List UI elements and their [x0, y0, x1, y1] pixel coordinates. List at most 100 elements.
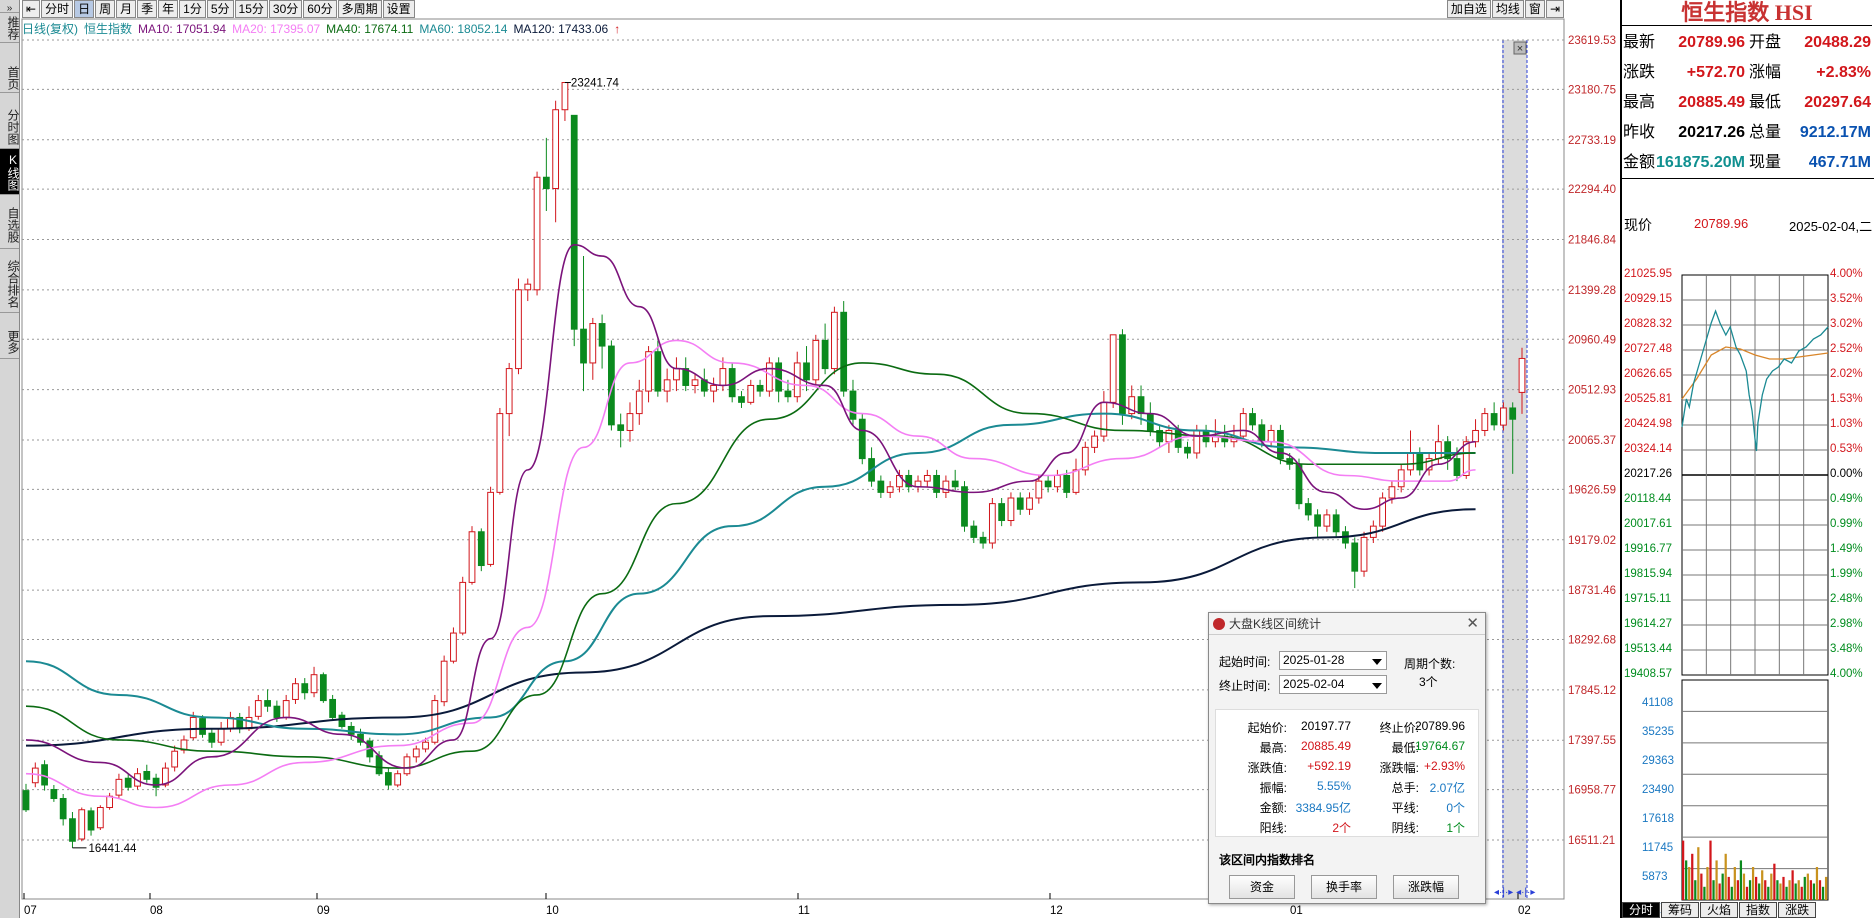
mini-volume-bar	[1682, 840, 1685, 900]
nav-kline[interactable]: K线图	[0, 149, 20, 195]
change-rank-button[interactable]: 涨跌幅	[1393, 875, 1459, 899]
collapse-panel-icon[interactable]: ⇥	[1545, 0, 1564, 18]
start-date-select[interactable]: 2025-01-28	[1279, 651, 1387, 670]
candle-body	[96, 806, 104, 829]
tab-timeshare-mini[interactable]: 分时	[1622, 902, 1661, 918]
mini-volume-bar	[1761, 870, 1764, 900]
selection-close-icon[interactable]: ×	[1513, 41, 1527, 55]
candle-body	[1509, 407, 1517, 420]
nav-timeshare[interactable]: 分时图	[0, 105, 20, 149]
candle-body	[412, 748, 420, 758]
candle-body	[533, 176, 541, 291]
mini-volume-bar	[1688, 867, 1691, 900]
nav-home[interactable]: 首页	[0, 63, 20, 93]
tab-5min[interactable]: 5分	[206, 0, 234, 18]
dialog-header[interactable]: 大盘K线区间统计 ✕	[1209, 613, 1485, 635]
expand-icon[interactable]: »	[0, 0, 19, 14]
stat-value: 2.07亿	[1429, 781, 1465, 795]
stat-label: 平线:	[1391, 801, 1419, 815]
tab-60min[interactable]: 60分	[303, 0, 337, 18]
candle-body	[1128, 396, 1136, 415]
candle-body	[728, 368, 736, 398]
candle-body	[886, 486, 894, 493]
nav-watchlist[interactable]: 自选股	[0, 201, 20, 249]
divider	[1622, 178, 1874, 179]
stat-value: 20197.77	[1300, 719, 1351, 733]
candle-body	[747, 384, 755, 403]
range-stats-dialog: 大盘K线区间统计 ✕ 起始时间: 2025-01-28 终止时间: 2025-02…	[1208, 612, 1486, 904]
end-date-select[interactable]: 2025-02-04	[1279, 675, 1387, 694]
candle-body	[1351, 542, 1359, 572]
mini-volume-label: 41108	[1642, 696, 1674, 709]
tab-updown[interactable]: 涨跌	[1778, 902, 1817, 918]
turnover-rank-button[interactable]: 换手率	[1311, 875, 1377, 899]
candle-body	[803, 362, 810, 381]
x-axis-label: 10	[546, 905, 559, 917]
nav-ranking[interactable]: 综合排名	[0, 255, 20, 313]
quote-label: 金额	[1623, 154, 1656, 171]
tab-chips[interactable]: 筹码	[1661, 902, 1700, 918]
candle-body	[1100, 401, 1108, 437]
candle-body	[542, 176, 550, 190]
candle-body	[477, 531, 485, 567]
fund-rank-button[interactable]: 资金	[1229, 875, 1295, 899]
ma-button[interactable]: 均线	[1491, 0, 1524, 18]
tab-index[interactable]: 指数	[1739, 902, 1778, 918]
mini-left-label: 20324.14	[1624, 443, 1672, 455]
nav-recommend[interactable]: 推荐	[0, 13, 20, 43]
candle-body	[570, 114, 578, 330]
candle-body	[738, 396, 745, 403]
candle-body	[1016, 497, 1024, 510]
quote-value: 20217.26	[1678, 124, 1745, 141]
candle-body	[487, 491, 494, 565]
tab-multi-period[interactable]: 多周期	[337, 0, 382, 18]
candle-body	[1267, 429, 1275, 443]
quote-row: 最高 20885.49 最低 20297.64	[1623, 88, 1873, 118]
close-icon[interactable]: ✕	[1466, 615, 1479, 632]
tab-weekly[interactable]: 周	[95, 0, 116, 18]
mini-volume-bar	[1733, 867, 1736, 900]
mini-right-label: 3.52%	[1830, 293, 1863, 305]
tab-daily[interactable]: 日	[74, 0, 95, 18]
mini-right-label: 1.53%	[1830, 393, 1863, 405]
mini-volume-bar	[1706, 867, 1709, 900]
tab-30min[interactable]: 30分	[268, 0, 303, 18]
stats-box	[1215, 709, 1479, 837]
tab-1min[interactable]: 1分	[179, 0, 206, 18]
prev-icon[interactable]: ⇤	[22, 0, 41, 18]
tab-quarterly[interactable]: 季	[137, 0, 158, 18]
candle-body	[152, 777, 160, 788]
mini-timeshare-chart[interactable]	[1622, 270, 1874, 902]
chevron-down-icon	[1372, 659, 1382, 665]
y-axis-label: 20512.93	[1568, 385, 1616, 397]
selection-handles-icon[interactable]: ◂·|·▸ ◂·|·▸	[1494, 887, 1535, 898]
mini-right-label: 2.52%	[1830, 343, 1863, 355]
period-count-label: 周期个数:	[1404, 657, 1456, 671]
nav-more[interactable]: 更多	[0, 325, 20, 359]
kline-type-label[interactable]: 日线(复权)	[22, 22, 78, 36]
tab-settings[interactable]: 设置	[382, 0, 415, 18]
app-logo-icon	[1213, 618, 1225, 630]
candle-body	[710, 384, 717, 392]
stat-label: 最高:	[1259, 741, 1287, 755]
candle-body	[812, 339, 820, 381]
window-button[interactable]: 窗	[1524, 0, 1545, 18]
mini-volume-bar	[1767, 886, 1770, 900]
mini-volume-bar	[1782, 876, 1785, 900]
tab-yearly[interactable]: 年	[158, 0, 179, 18]
add-watchlist-button[interactable]: 加自选	[1446, 0, 1491, 18]
mini-volume-bar	[1718, 883, 1721, 900]
mini-volume-bar	[1803, 876, 1806, 900]
index-name: 恒生指数	[84, 22, 133, 36]
candle-body	[1277, 429, 1284, 460]
stat-label: 阴线:	[1391, 821, 1419, 835]
mini-volume-bar	[1806, 873, 1809, 900]
tab-monthly[interactable]: 月	[116, 0, 137, 18]
tab-flame[interactable]: 火焰	[1700, 902, 1739, 918]
mini-volume-bar	[1815, 867, 1819, 900]
candle-body	[161, 767, 169, 786]
tab-timeshare[interactable]: 分时	[41, 0, 74, 18]
candle-body	[988, 503, 996, 544]
tab-15min[interactable]: 15分	[234, 0, 268, 18]
